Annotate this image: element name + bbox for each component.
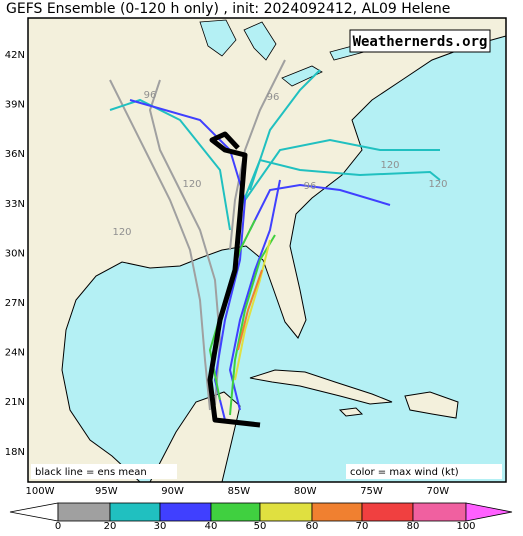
lat-label: 42N: [5, 50, 25, 61]
colorbar-label: 80: [407, 521, 420, 532]
lon-label: 95W: [95, 486, 118, 497]
hispaniola: [404, 391, 459, 419]
colorbar-label: 70: [356, 521, 369, 532]
map-frame: [27, 17, 507, 483]
colorbar-label: 60: [306, 521, 319, 532]
lat-label: 39N: [5, 100, 25, 111]
lon-label: 80W: [294, 486, 317, 497]
tracks: [109, 59, 441, 428]
colorbar-label: 30: [154, 521, 167, 532]
watermark: Weathernerds.org: [353, 34, 488, 50]
note-right: color = max wind (kt): [350, 467, 459, 478]
colorbar-label: 50: [254, 521, 267, 532]
map-area: 120 120 120 120 96 96 96 Weathernerds.org blac…: [27, 17, 507, 483]
track-label: 96: [267, 92, 280, 103]
colorbar-label: 20: [104, 521, 117, 532]
jamaica: [338, 407, 364, 417]
lat-label: 30N: [5, 248, 25, 259]
watermark-box: [349, 29, 491, 53]
note-box: [346, 464, 502, 479]
lat-label: 24N: [5, 348, 25, 359]
lat-label: 36N: [5, 149, 25, 160]
track-label: 96: [144, 90, 157, 101]
title: GEFS Ensemble (0-120 h only) , init: 202…: [6, 1, 450, 17]
lat-label: 18N: [5, 447, 25, 458]
track-label: 120: [380, 160, 399, 171]
colorbar-label: 40: [205, 521, 218, 532]
lat-label: 21N: [5, 397, 25, 408]
track-label: 120: [428, 179, 447, 190]
lon-label: 75W: [360, 486, 383, 497]
track-label: 120: [112, 227, 131, 238]
lon-label: 100W: [26, 486, 55, 497]
lon-label: 70W: [426, 486, 449, 497]
lon-label: 90W: [161, 486, 184, 497]
lon-label: 85W: [228, 486, 251, 497]
colorbar-label: 0: [55, 521, 61, 532]
lat-label: 27N: [5, 298, 25, 309]
colorbar-label: 100: [456, 521, 475, 532]
note-box: [31, 464, 177, 479]
colorbar: [9, 502, 513, 522]
note-left: black line = ens mean: [35, 467, 147, 478]
track-label: 120: [182, 179, 201, 190]
track-label: 96: [304, 181, 317, 192]
cuba: [249, 369, 393, 405]
lat-label: 33N: [5, 199, 25, 210]
